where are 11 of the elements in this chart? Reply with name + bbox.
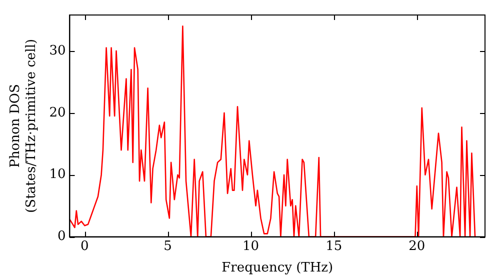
x-axis-title: Frequency (THz) — [222, 260, 334, 276]
y-tick-label: 20 — [49, 105, 66, 120]
x-tick-label: 5 — [164, 238, 172, 254]
x-tick-label: 0 — [80, 238, 89, 254]
x-tick-label: 15 — [326, 238, 342, 254]
x-tick-label: 20 — [408, 238, 426, 254]
y-axis-title: Phonon DOS (States/THz·primitive cell) — [8, 38, 39, 213]
y-tick-label: 30 — [49, 43, 66, 58]
x-tick-label: 10 — [242, 238, 260, 254]
y-tick-label: 10 — [49, 167, 66, 182]
y-tick-label: 0 — [57, 229, 66, 244]
